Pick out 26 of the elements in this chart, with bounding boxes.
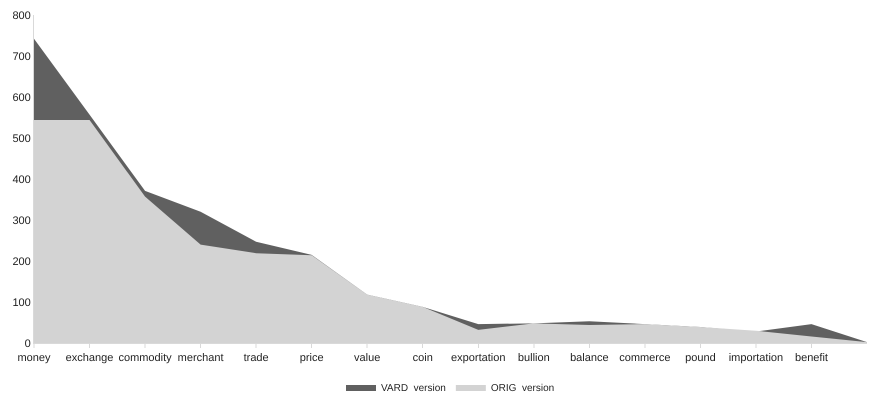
legend-label: VARD version xyxy=(381,382,446,394)
x-tick-label: commerce xyxy=(619,352,671,364)
y-tick-label: 500 xyxy=(12,132,31,145)
x-tick-label: bullion xyxy=(518,352,550,364)
x-tick-label: commodity xyxy=(118,352,172,364)
x-tick-label: value xyxy=(354,352,380,364)
x-tick-label: pound xyxy=(685,352,716,364)
y-tick-label: 800 xyxy=(12,10,31,22)
y-tick-label: 100 xyxy=(12,296,31,309)
y-tick-label: 400 xyxy=(12,174,31,186)
x-tick-label: exchange xyxy=(66,352,114,364)
x-tick-label: merchant xyxy=(178,352,224,364)
x-tick-label: benefit xyxy=(794,352,828,364)
x-tick-label: balance xyxy=(570,352,609,364)
legend-label: ORIG version xyxy=(490,382,554,394)
x-tick-label: price xyxy=(300,352,324,364)
y-tick-label: 700 xyxy=(12,50,31,63)
x-tick-label: money xyxy=(17,352,51,364)
y-tick-label: 0 xyxy=(24,338,31,350)
x-tick-label: trade xyxy=(244,352,269,364)
y-tick-label: 300 xyxy=(12,214,31,227)
y-tick-label: 600 xyxy=(12,92,31,104)
y-tick-label: 200 xyxy=(12,256,31,268)
x-tick-label: importation xyxy=(728,352,784,364)
x-tick-label: coin xyxy=(412,352,433,364)
x-tick-label: exportation xyxy=(451,352,506,364)
